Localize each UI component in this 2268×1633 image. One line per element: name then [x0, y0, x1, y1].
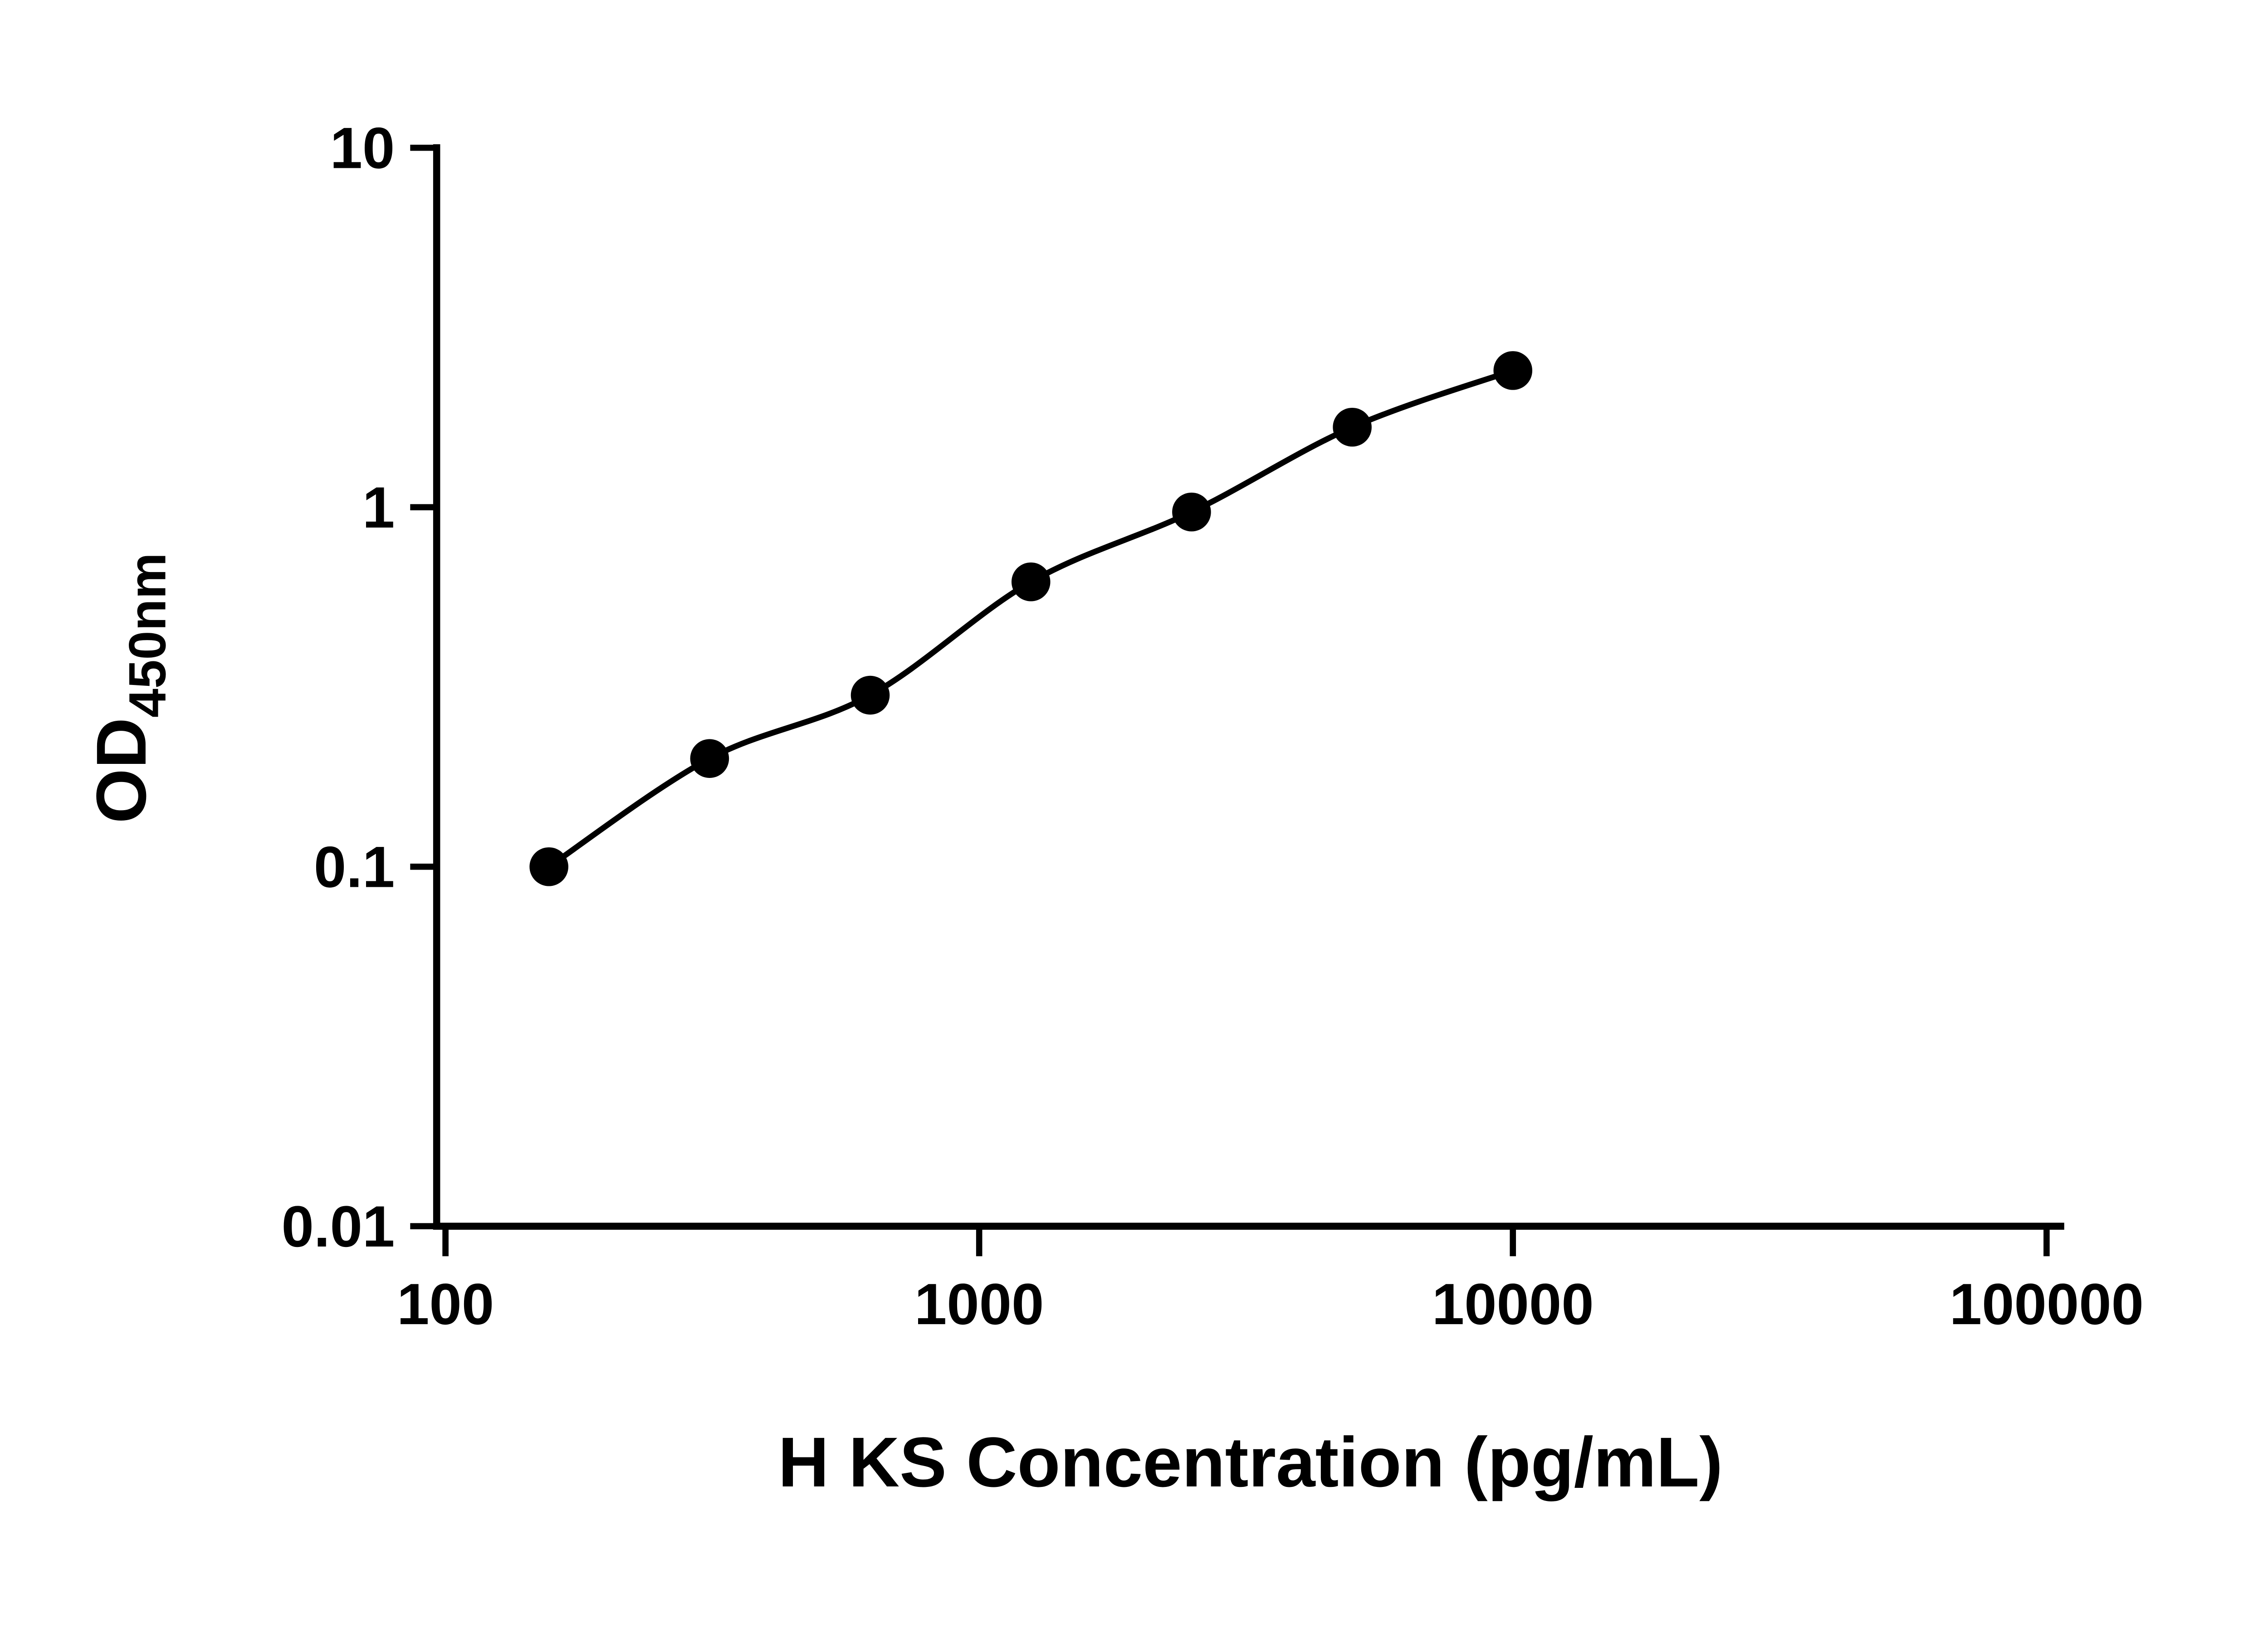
x-tick-label: 100	[397, 1272, 494, 1337]
x-tick-label: 1000	[914, 1272, 1044, 1337]
y-axis-title: OD450nm	[82, 552, 177, 823]
x-axis-title: H KS Concentration (pg/mL)	[778, 1423, 1723, 1501]
data-point	[529, 847, 568, 886]
data-point	[1493, 351, 1533, 390]
y-tick-label: 0.1	[314, 835, 395, 900]
standard-curve-chart: 100 1000 10000 100000 0.01 0.1 1 10 H KS Concen…	[81, 116, 2144, 1501]
data-point	[690, 739, 729, 778]
data-point	[1172, 492, 1211, 532]
y-tick-label: 10	[330, 116, 395, 181]
chart-figure: 100 1000 10000 100000 0.01 0.1 1 10 H KS Concen…	[81, 116, 2144, 1501]
y-tick-label: 1	[362, 475, 395, 540]
fit-curve	[547, 367, 1514, 869]
x-tick-label: 10000	[1432, 1272, 1594, 1337]
y-axis-title-main: OD	[82, 718, 161, 823]
data-point	[1011, 562, 1051, 601]
y-tick-label: 0.01	[281, 1194, 395, 1259]
data-point	[1333, 407, 1372, 447]
data-point	[850, 675, 890, 715]
x-tick-label: 100000	[1950, 1272, 2144, 1337]
chart-layer: 100 1000 10000 100000 0.01 0.1 1 10	[281, 116, 2144, 1337]
y-axis-title-sub: 450nm	[119, 552, 177, 718]
